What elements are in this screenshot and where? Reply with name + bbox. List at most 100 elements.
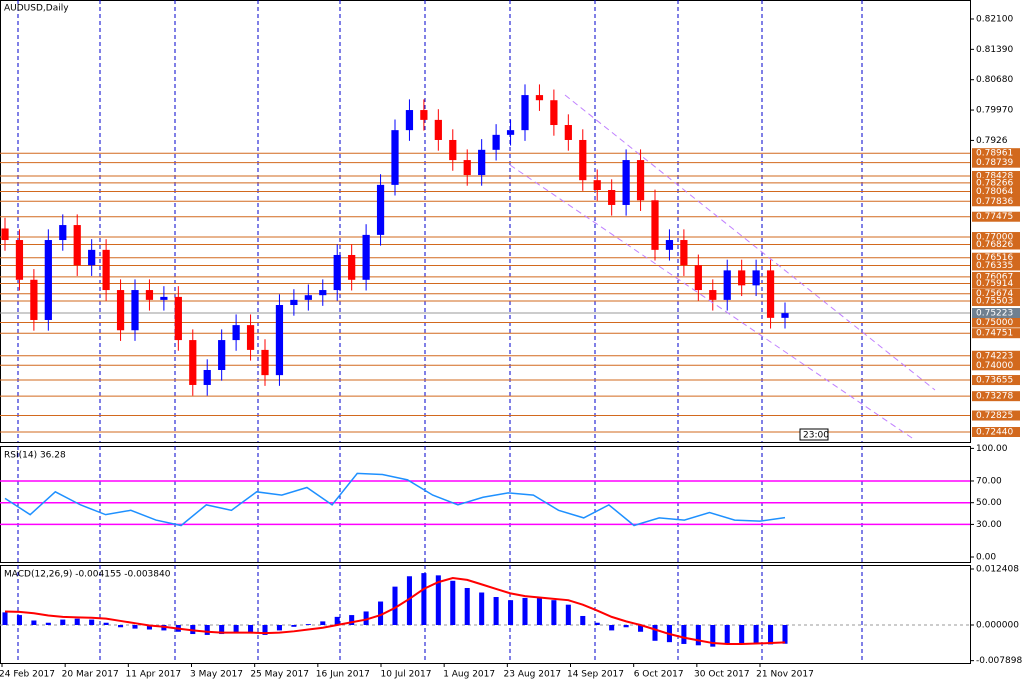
candle-body <box>680 240 688 266</box>
panel-frame <box>0 446 971 563</box>
macd-bar <box>89 619 95 625</box>
x-tick-label: 11 Apr 2017 <box>126 670 182 680</box>
x-tick-label: 21 Nov 2017 <box>756 670 814 680</box>
candle-body <box>391 130 399 185</box>
macd-bar <box>508 600 514 625</box>
macd-bar <box>493 597 499 625</box>
level-label-box <box>972 239 1020 250</box>
macd-bar <box>16 615 22 625</box>
macd-bar <box>522 597 528 625</box>
level-label-box <box>972 232 1020 243</box>
y-tick-label: 0.00 <box>976 553 996 563</box>
macd-bar <box>291 624 297 627</box>
candle-body <box>752 270 760 286</box>
level-label-box <box>972 288 1020 299</box>
candle-body <box>564 125 572 140</box>
candle-body <box>174 296 182 341</box>
y-tick-label: 70.00 <box>976 476 1002 486</box>
macd-bar <box>753 624 759 644</box>
macd-bar <box>118 624 124 628</box>
x-tick-label: 10 Jul 2017 <box>381 670 432 680</box>
macd-bar <box>609 624 615 631</box>
level-label: 0.78428 <box>976 171 1013 181</box>
level-label-box <box>972 177 1020 188</box>
macd-bar <box>276 624 282 631</box>
level-label: 0.75674 <box>976 289 1013 299</box>
candle-body <box>275 305 284 376</box>
x-tick-label: 6 Oct 2017 <box>634 670 684 680</box>
clock: 23:00 <box>803 431 829 441</box>
level-label: 0.72440 <box>976 427 1013 437</box>
level-label: 0.76826 <box>976 240 1013 250</box>
macd-bar <box>146 624 152 630</box>
macd-bar <box>580 615 586 625</box>
candle-body <box>665 240 674 250</box>
candle-body <box>636 160 645 201</box>
macd-bar <box>132 624 138 629</box>
candle-body <box>319 290 327 296</box>
x-tick-label: 20 Mar 2017 <box>62 670 119 680</box>
macd-bar <box>74 618 80 625</box>
macd-bar <box>623 624 629 628</box>
candle-body <box>478 149 486 176</box>
level-label-box <box>972 196 1020 207</box>
candle-body <box>362 234 370 280</box>
candle-body <box>608 190 616 205</box>
level-label: 0.74223 <box>976 351 1013 361</box>
y-tick-label: 50.00 <box>976 498 1002 508</box>
level-label-box <box>972 410 1020 421</box>
candle-body <box>261 349 269 376</box>
level-label-box <box>972 211 1020 222</box>
macd-bar <box>681 624 687 644</box>
macd-bar <box>782 624 788 644</box>
macd-bar <box>305 624 311 625</box>
level-label: 0.77000 <box>976 233 1013 243</box>
macd-bar <box>421 573 427 625</box>
macd-bar <box>479 592 485 625</box>
y-tick-label: 100.00 <box>976 444 1008 454</box>
panel-frame <box>0 565 971 664</box>
y-tick-label: 0.000000 <box>976 620 1019 630</box>
x-tick-label: 16 Jun 2017 <box>316 670 370 680</box>
macd-bar <box>363 611 369 625</box>
level-label-box <box>972 278 1020 289</box>
level-label-box <box>972 350 1020 361</box>
macd-bar <box>406 576 412 625</box>
y-tick-label: 0.012408 <box>976 564 1019 574</box>
x-tick-label: 1 Aug 2017 <box>443 670 495 680</box>
macd-bar <box>652 624 658 641</box>
candle-body <box>304 295 312 300</box>
level-label: 0.76335 <box>976 261 1013 271</box>
x-tick-label: 30 Oct 2017 <box>694 670 750 680</box>
macd-bar <box>204 624 210 635</box>
rsi-line <box>4 472 786 527</box>
trendline <box>509 164 916 441</box>
level-label-box <box>972 317 1020 328</box>
macd-bar <box>435 575 441 625</box>
level-label-box <box>972 375 1020 386</box>
level-label-box <box>972 426 1020 437</box>
candle-body <box>579 139 587 181</box>
candle-body <box>506 130 515 135</box>
candle-body <box>434 119 442 140</box>
x-tick-label: 24 Feb 2017 <box>0 670 55 680</box>
candle-body <box>88 249 96 266</box>
candle-body <box>738 270 746 286</box>
candle-body <box>492 134 500 150</box>
macd-bar <box>103 622 109 625</box>
candle-body <box>723 270 731 300</box>
level-label-box <box>972 271 1020 282</box>
macd-bar <box>551 600 557 625</box>
candle-body <box>535 95 544 101</box>
level-label: 0.78739 <box>976 158 1013 168</box>
candle-body <box>781 313 789 318</box>
level-label-box <box>972 157 1020 168</box>
x-tick-label: 25 May 2017 <box>250 670 309 680</box>
candle-body <box>290 299 298 306</box>
level-label-box <box>972 186 1020 197</box>
candle-body <box>463 160 471 176</box>
candle-body <box>766 270 775 318</box>
level-label: 0.73655 <box>976 376 1013 386</box>
